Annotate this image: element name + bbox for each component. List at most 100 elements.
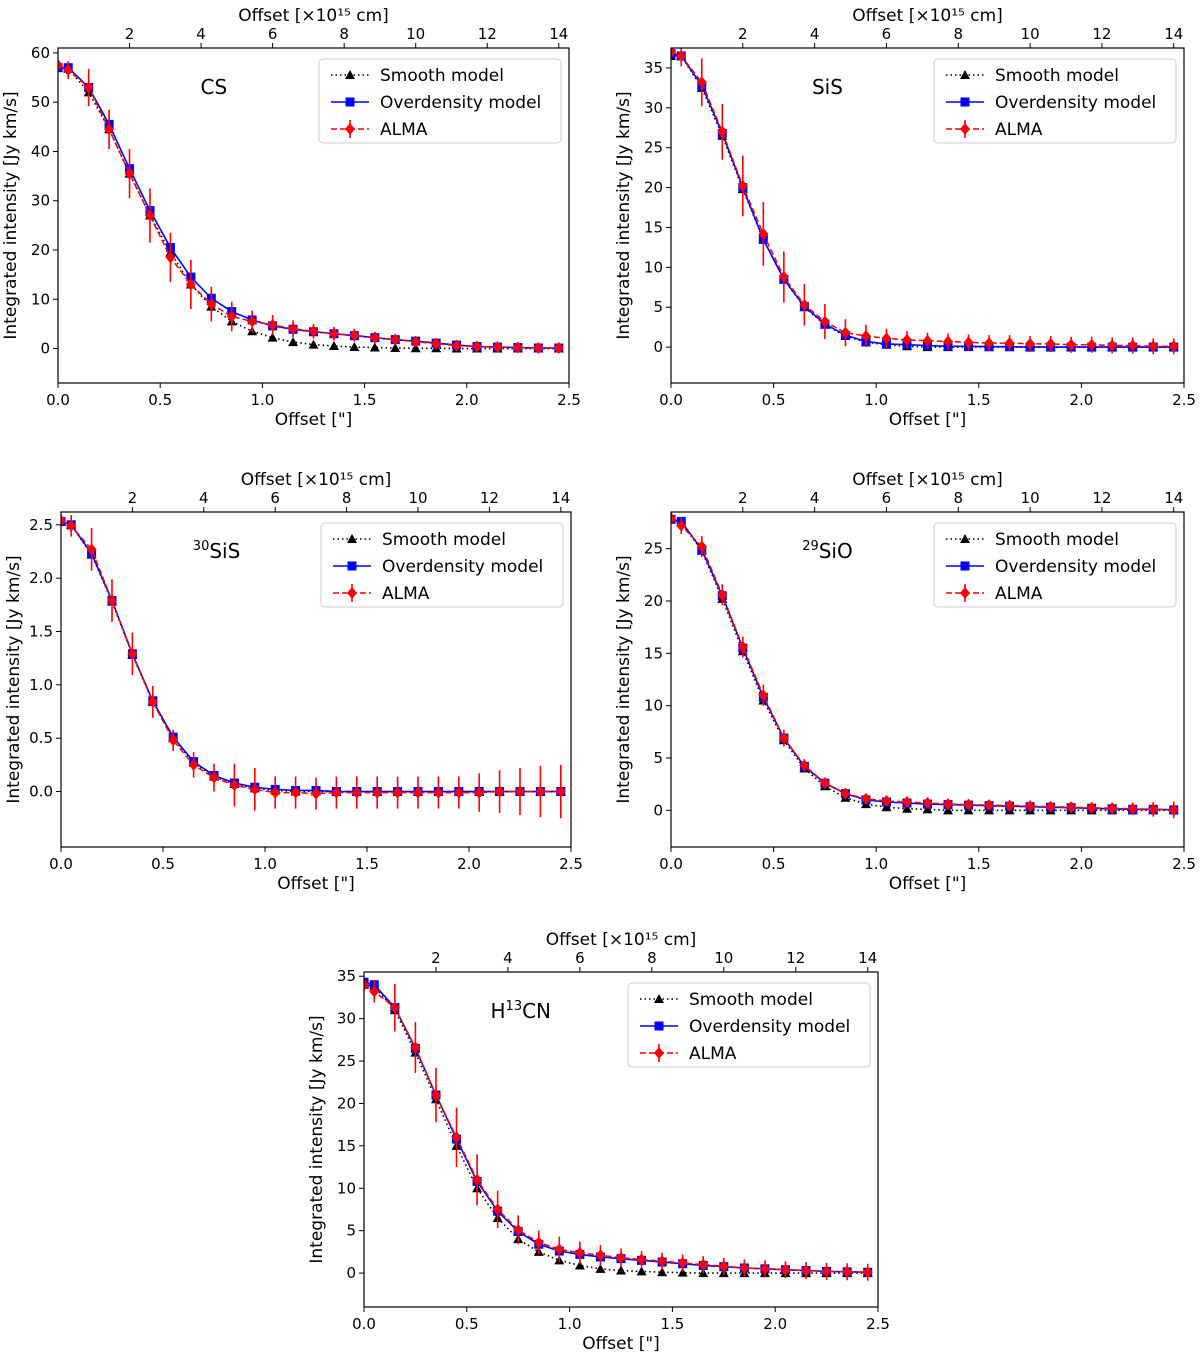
y-axis-label: Integrated intensity [Jy km/s]	[4, 555, 24, 803]
alma-point	[58, 59, 63, 72]
alma-point	[188, 758, 199, 771]
top-axis-label: Offset [×10¹⁵ cm]	[852, 470, 1003, 490]
chart-panel-3: 0.0 0.5 1.0 1.5 2.0 2.5 2 4 6 8 10 12 14 0.0 0.5 1.0 1.5…	[4, 470, 583, 894]
alma-point	[515, 785, 525, 798]
y-tick-label: 15	[337, 1137, 356, 1155]
y-tick-label: 10	[644, 258, 663, 276]
plot-frame	[670, 511, 1185, 848]
alma-point	[943, 335, 954, 348]
top-tick-label: 4	[196, 25, 206, 43]
y-tick-label: 0	[40, 340, 50, 358]
alma-point	[676, 49, 687, 62]
chart-panel-4: 0.0 0.5 1.0 1.5 2.0 2.5 2 4 6 8 10 12 14 0 5 10 15 20 25 Of…	[614, 470, 1196, 894]
alma-point	[759, 1262, 770, 1275]
x-tick-label: 2.0	[763, 1315, 787, 1333]
alma-point	[1127, 339, 1138, 352]
smooth-model-point	[410, 343, 421, 353]
legend-label: ALMA	[382, 584, 430, 604]
alma-point	[819, 777, 830, 790]
plot-area	[671, 512, 1179, 819]
legend-label: Smooth model	[995, 66, 1119, 86]
alma-point	[349, 329, 360, 342]
alma-point	[671, 512, 676, 525]
panel-title: SiS	[812, 75, 843, 99]
y-tick-label: 30	[644, 99, 663, 117]
alma-point	[124, 167, 135, 180]
panel-title: 30SiS	[193, 539, 241, 563]
alma-point	[472, 340, 483, 353]
title-main: CN	[522, 999, 551, 1023]
top-tick-label: 14	[551, 489, 570, 507]
smooth-model-point	[616, 1265, 626, 1275]
y-tick-label: 30	[337, 1010, 356, 1028]
x-tick-label: 2.0	[455, 391, 479, 409]
alma-point	[676, 519, 687, 532]
smooth-model-line	[671, 518, 1174, 812]
plot-frame	[60, 511, 572, 848]
alma-point	[390, 333, 401, 346]
alma-point	[1004, 337, 1015, 350]
alma-point	[799, 759, 810, 772]
x-tick-label: 2.5	[1172, 855, 1196, 873]
alma-point	[1168, 340, 1179, 353]
alma-point	[1004, 799, 1015, 812]
alma-point	[860, 792, 871, 805]
y-tick-label: 15	[644, 644, 663, 662]
y-tick-label: 0.0	[29, 783, 53, 801]
smooth-model-line	[58, 66, 559, 350]
top-tick-label: 10	[408, 489, 427, 507]
smooth-model-point	[308, 339, 319, 349]
alma-line	[671, 51, 1174, 348]
legend-box	[933, 58, 1177, 144]
alma-point	[308, 325, 319, 338]
alma-point	[453, 786, 464, 799]
alma-point	[1107, 339, 1118, 352]
top-tick-label: 6	[882, 489, 892, 507]
top-tick-label: 14	[549, 25, 568, 43]
smooth-model-point	[267, 332, 278, 342]
x-axis-label: Offset ["]	[889, 874, 967, 894]
plot-area	[671, 48, 1179, 355]
top-tick-label: 12	[478, 25, 497, 43]
alma-point	[780, 1263, 791, 1276]
x-tick-label: 2.5	[559, 855, 583, 873]
x-tick-label: 2.0	[457, 855, 481, 873]
x-tick-label: 1.0	[864, 855, 888, 873]
legend-label: ALMA	[380, 120, 428, 140]
y-tick-label: 30	[31, 192, 50, 210]
x-tick-label: 0.0	[659, 855, 683, 873]
alma-point	[636, 1253, 647, 1266]
legend-marker	[960, 70, 970, 79]
y-tick-label: 25	[644, 139, 663, 157]
alma-point	[840, 787, 851, 800]
alma-point	[61, 514, 66, 527]
legend-marker	[347, 561, 357, 571]
title-prefix: H	[491, 999, 506, 1023]
alma-point	[290, 786, 301, 799]
top-tick-label: 4	[810, 489, 820, 507]
legend-marker	[347, 587, 357, 599]
x-tick-label: 0.0	[352, 1315, 376, 1333]
x-tick-label: 2.5	[557, 391, 581, 409]
alma-point	[963, 336, 974, 349]
alma-point	[1045, 800, 1056, 813]
alma-point	[616, 1251, 626, 1264]
legend-marker	[654, 994, 664, 1003]
panel-title: CS	[201, 75, 228, 99]
y-tick-label: 0	[346, 1264, 356, 1282]
x-tick-label: 1.5	[660, 1315, 684, 1333]
y-axis-label: Integrated intensity [Jy km/s]	[1, 91, 21, 339]
alma-point	[1025, 337, 1036, 350]
alma-point	[1025, 800, 1036, 813]
alma-point	[922, 334, 933, 347]
plot-frame	[57, 47, 570, 384]
alma-point	[881, 794, 892, 807]
alma-point	[1107, 802, 1118, 815]
top-tick-label: 14	[858, 949, 877, 967]
y-tick-label: 10	[644, 697, 663, 715]
alma-point	[328, 327, 339, 340]
top-tick-label: 4	[810, 25, 820, 43]
chart-panel-2: 0.0 0.5 1.0 1.5 2.0 2.5 2 4 6 8 10 12 14 0 5 10 15 20 25 30…	[614, 6, 1196, 430]
alma-point	[431, 337, 442, 350]
title-main: SiO	[819, 539, 853, 563]
